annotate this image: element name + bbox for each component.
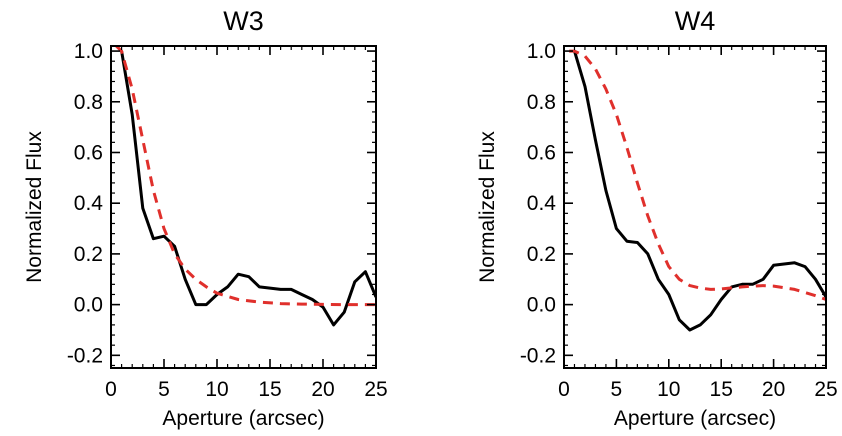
x-tick-label: 10 [657, 378, 680, 401]
chart-title: W4 [675, 6, 716, 36]
chart-panel-w3: W3 0 5 10 15 20 25 -0.2 0.0 0.2 0.4 0.6 0.8 1.0 Apertu… [23, 6, 388, 430]
x-axis-label: Aperture (arcsec) [162, 407, 324, 430]
y-tick-label: 0.6 [74, 141, 103, 164]
x-tick-label: 0 [558, 378, 570, 401]
y-tick-label: -0.2 [520, 344, 556, 367]
y-tick-label: 0.2 [74, 243, 103, 266]
y-tick-label: 0.0 [527, 294, 556, 317]
x-tick-label: 20 [311, 378, 334, 401]
x-tick-label: 5 [158, 378, 170, 401]
plot-frame [563, 45, 827, 369]
y-tick-label: 0.4 [74, 192, 104, 215]
x-tick-label: 10 [205, 378, 228, 401]
chart-panel-w4: W4 0 5 10 15 20 25 -0.2 0.0 0.2 0.4 0.6 0.8 1.0 Apertu… [476, 6, 838, 430]
x-tick-label: 25 [364, 378, 387, 401]
y-tick-label: 0.0 [74, 294, 103, 317]
y-tick-label: 1.0 [74, 40, 103, 63]
y-tick-label: 0.8 [527, 91, 556, 114]
plot-frame [110, 45, 377, 369]
x-tick-label: 15 [258, 378, 281, 401]
y-axis-label: Normalized Flux [476, 131, 499, 283]
data-solid-line [573, 50, 826, 332]
y-tick-label: 1.0 [527, 40, 556, 63]
x-tick-label: 0 [105, 378, 117, 401]
y-tick-label: 0.6 [527, 141, 556, 164]
y-tick-label: 0.8 [74, 91, 103, 114]
x-tick-label: 15 [710, 378, 733, 401]
y-tick-label: -0.2 [67, 344, 103, 367]
x-tick-label: 5 [611, 378, 623, 401]
model-dashed-line [569, 49, 826, 301]
x-tick-label: 25 [814, 378, 837, 401]
y-axis-label: Normalized Flux [23, 131, 46, 283]
y-tick-label: 0.2 [527, 243, 556, 266]
data-solid-line [120, 50, 376, 327]
x-axis-label: Aperture (arcsec) [614, 407, 776, 430]
chart-title: W3 [223, 6, 264, 36]
model-dashed-line [115, 46, 376, 307]
x-tick-label: 20 [762, 378, 785, 401]
y-tick-label: 0.4 [527, 192, 557, 215]
